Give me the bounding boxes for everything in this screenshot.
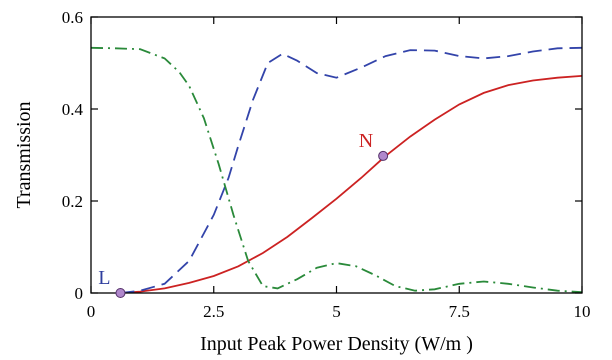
x-tick-label: 10 (574, 302, 591, 321)
point-marker-n (378, 150, 389, 161)
series-line-1 (120, 75, 583, 294)
y-tick-label: 0.4 (62, 100, 84, 119)
x-tick-label: 2.5 (203, 302, 224, 321)
x-axis-title: Input Peak Power Density (W/m ) (200, 333, 473, 355)
plot-lines (90, 46, 583, 294)
y-axis-title: Transmission (13, 101, 35, 208)
axis-ticks (90, 16, 583, 294)
y-tick-label: 0 (75, 284, 84, 303)
x-tick-label: 0 (87, 302, 96, 321)
point-label-l: L (98, 267, 110, 289)
point-marker-l (115, 288, 126, 298)
point-label-n: N (359, 130, 373, 152)
y-tick-label: 0.6 (62, 8, 83, 27)
series-line-3 (90, 46, 583, 293)
x-tick-label: 5 (332, 302, 341, 321)
x-tick-label: 7.5 (449, 302, 470, 321)
y-tick-label: 0.2 (62, 192, 83, 211)
point-markers: LN (98, 130, 389, 298)
tick-labels: 0 2.5 5 7.5 10 0 0.2 0.4 0.6 (62, 8, 591, 321)
series-line-2 (120, 46, 583, 294)
